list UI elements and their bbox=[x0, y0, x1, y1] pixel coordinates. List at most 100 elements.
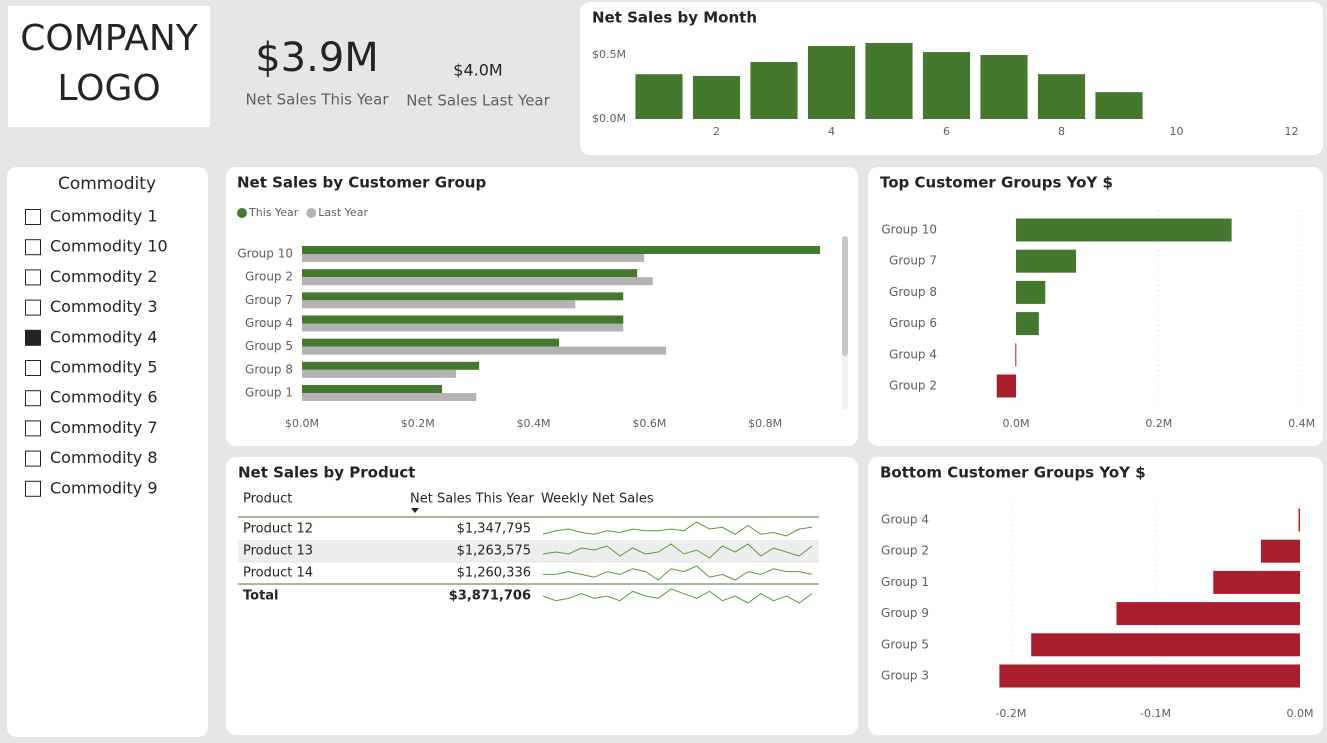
x-tick-label: 6 bbox=[943, 125, 950, 138]
bar bbox=[302, 300, 576, 309]
slicer-item[interactable]: Commodity 9 bbox=[50, 478, 158, 497]
category-label: Group 2 bbox=[245, 270, 293, 284]
bottom-panel bbox=[868, 457, 1323, 735]
category-label: Group 3 bbox=[881, 669, 929, 683]
checkbox[interactable] bbox=[25, 209, 41, 225]
chart-title: Top Customer Groups YoY $ bbox=[880, 174, 1113, 192]
slicer-item[interactable]: Commodity 6 bbox=[50, 388, 158, 407]
checkbox[interactable] bbox=[25, 299, 41, 316]
x-tick-label: 0.0M bbox=[1003, 417, 1030, 430]
category-label: Group 4 bbox=[889, 347, 937, 361]
x-tick-label: $0.4M bbox=[517, 417, 551, 430]
bar bbox=[302, 246, 821, 254]
product-panel bbox=[226, 457, 858, 735]
checkbox[interactable] bbox=[25, 239, 41, 256]
x-tick-label: 8 bbox=[1058, 125, 1065, 138]
x-tick-label: 10 bbox=[1170, 125, 1184, 138]
slicer-title: Commodity bbox=[58, 174, 156, 194]
bar bbox=[1037, 74, 1086, 119]
category-label: Group 8 bbox=[245, 362, 293, 376]
category-label: Group 5 bbox=[881, 637, 929, 651]
top-panel bbox=[868, 167, 1323, 446]
x-tick-label: 12 bbox=[1285, 125, 1299, 138]
bar bbox=[302, 369, 456, 378]
x-tick-label: 0.0M bbox=[1287, 707, 1314, 720]
bar bbox=[1031, 633, 1300, 657]
sparkline bbox=[542, 543, 813, 559]
bar bbox=[980, 55, 1028, 119]
bar bbox=[302, 361, 480, 370]
cell: Product 13 bbox=[243, 544, 313, 559]
legend-label: Last Year bbox=[318, 206, 368, 219]
slicer-item[interactable]: Commodity 7 bbox=[50, 418, 158, 437]
bar bbox=[692, 75, 741, 119]
bar bbox=[1016, 249, 1076, 273]
checkbox[interactable] bbox=[25, 390, 41, 407]
category-label: Group 4 bbox=[881, 513, 929, 527]
category-label: Group 10 bbox=[881, 223, 937, 237]
checkbox[interactable] bbox=[25, 269, 41, 286]
category-label: Group 1 bbox=[881, 575, 929, 589]
column-header[interactable]: Product bbox=[243, 492, 292, 507]
category-label: Group 7 bbox=[889, 254, 937, 268]
y-tick-label: $0.5M bbox=[592, 48, 626, 61]
scroll-thumb[interactable] bbox=[842, 236, 848, 356]
checkbox[interactable] bbox=[25, 450, 41, 467]
card-label: Net Sales Last Year bbox=[406, 92, 550, 110]
slicer-item[interactable]: Commodity 5 bbox=[50, 358, 158, 377]
legend-label: This Year bbox=[248, 206, 299, 219]
bar bbox=[1298, 508, 1300, 532]
bar bbox=[1116, 602, 1300, 626]
slicer-item[interactable]: Commodity 4 bbox=[50, 327, 158, 346]
chart-title: Bottom Customer Groups YoY $ bbox=[880, 464, 1146, 482]
cell: $1,260,336 bbox=[457, 566, 531, 581]
card-label: Net Sales This Year bbox=[246, 91, 390, 109]
total-value: $3,871,706 bbox=[449, 589, 531, 604]
x-tick-label: 2 bbox=[713, 125, 720, 138]
category-label: Group 7 bbox=[245, 293, 293, 307]
bar bbox=[302, 393, 477, 401]
sparkline bbox=[542, 588, 813, 604]
bar bbox=[922, 52, 971, 119]
bar bbox=[1095, 92, 1143, 119]
bar bbox=[1016, 312, 1039, 336]
slicer-item[interactable]: Commodity 10 bbox=[50, 237, 168, 256]
slicer-item[interactable]: Commodity 1 bbox=[50, 207, 158, 226]
bar bbox=[302, 277, 653, 286]
category-label: Group 1 bbox=[245, 386, 293, 400]
category-label: Group 9 bbox=[881, 606, 929, 620]
column-header[interactable]: Net Sales This Year bbox=[410, 492, 535, 507]
checkbox[interactable] bbox=[25, 420, 41, 437]
x-tick-label: $0.8M bbox=[748, 417, 782, 430]
bar bbox=[1016, 218, 1232, 242]
x-tick-label: 0.4M bbox=[1288, 417, 1315, 430]
checkbox[interactable] bbox=[25, 480, 41, 497]
logo-text: LOGO bbox=[57, 68, 160, 109]
bar bbox=[1015, 343, 1017, 367]
x-tick-label: 4 bbox=[828, 125, 835, 138]
slicer-item[interactable]: Commodity 8 bbox=[50, 448, 158, 467]
slicer-panel bbox=[7, 167, 208, 737]
x-tick-label: $0.6M bbox=[632, 417, 666, 430]
legend-marker bbox=[306, 208, 317, 218]
bar bbox=[302, 338, 560, 347]
x-tick-label: -0.2M bbox=[995, 707, 1026, 720]
slicer-item[interactable]: Commodity 3 bbox=[50, 297, 158, 316]
category-label: Group 5 bbox=[245, 339, 293, 353]
sparkline bbox=[542, 521, 813, 537]
bar bbox=[750, 62, 798, 119]
sort-arrow bbox=[411, 508, 419, 513]
bar bbox=[302, 269, 638, 278]
bar bbox=[1016, 280, 1046, 304]
x-tick-label: -0.1M bbox=[1140, 707, 1171, 720]
checkbox[interactable] bbox=[25, 360, 41, 376]
category-label: Group 4 bbox=[245, 316, 293, 330]
slicer-item[interactable]: Commodity 2 bbox=[50, 267, 158, 286]
bar bbox=[1213, 570, 1300, 594]
bar bbox=[999, 664, 1300, 688]
cell: $1,347,795 bbox=[457, 522, 531, 537]
column-header[interactable]: Weekly Net Sales bbox=[541, 492, 654, 507]
bar bbox=[302, 385, 443, 393]
checkbox[interactable] bbox=[25, 329, 41, 346]
card-value: $4.0M bbox=[453, 61, 502, 80]
